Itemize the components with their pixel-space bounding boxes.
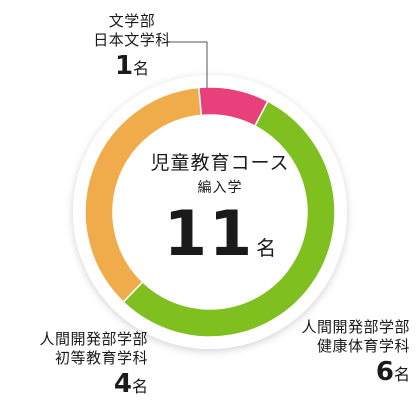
slice-health-pe	[122, 100, 336, 338]
center-title: 児童教育コース	[150, 152, 290, 174]
center-label: 児童教育コース 編入学 11 名	[120, 148, 320, 265]
label-health-pe-line1: 人間開発部学部	[301, 318, 410, 336]
label-health-pe-unit: 名	[393, 364, 410, 384]
label-elementary-line1: 人間開発部学部	[39, 330, 148, 348]
label-literature: 文学部 日本文学科 1名	[72, 12, 192, 82]
center-total: 11 名	[120, 203, 320, 265]
label-elementary-count: 4	[113, 368, 132, 399]
label-literature-unit: 名	[133, 58, 150, 78]
label-elementary: 人間開発部学部 初等教育学科 4名	[8, 330, 148, 400]
label-health-pe: 人間開発部学部 健康体育学科 6名	[278, 318, 410, 388]
label-health-pe-count: 6	[375, 356, 394, 387]
label-literature-line1: 文学部	[108, 12, 156, 30]
center-subtitle: 編入学	[197, 180, 243, 196]
leader-line-literature	[168, 41, 208, 88]
label-health-pe-line2: 健康体育学科	[316, 336, 410, 355]
center-total-value: 11	[163, 197, 255, 270]
label-elementary-line2: 初等教育学科	[54, 348, 148, 367]
label-elementary-unit: 名	[131, 376, 148, 396]
slice-elementary	[84, 86, 203, 304]
label-literature-line2: 日本文学科	[93, 30, 171, 49]
label-literature-count: 1	[114, 50, 134, 81]
center-total-unit: 名	[256, 236, 277, 260]
